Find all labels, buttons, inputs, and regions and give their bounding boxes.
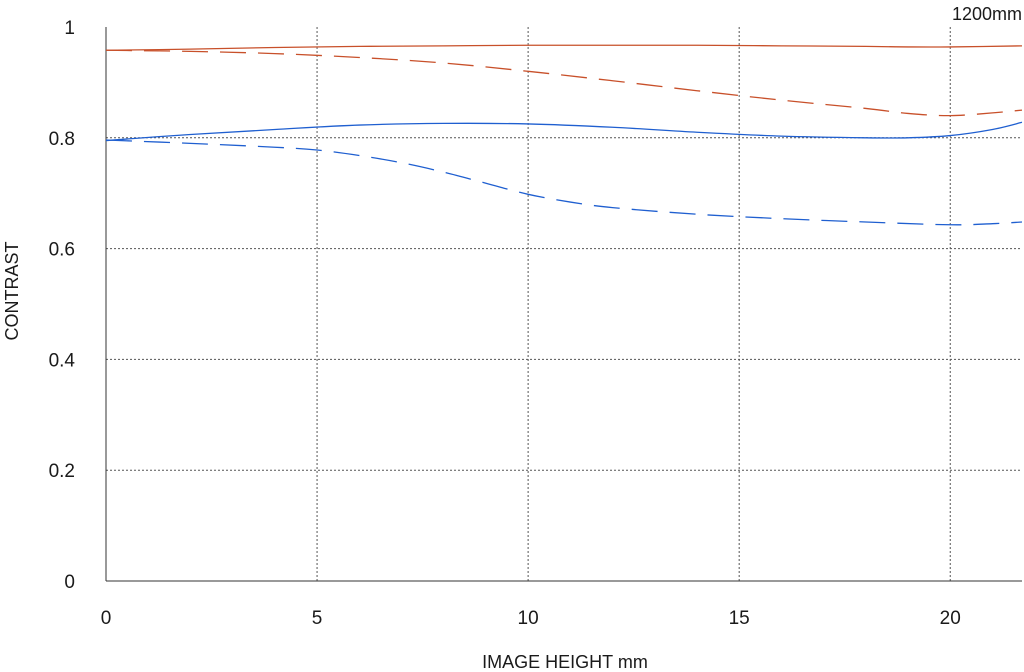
series-line-1-solid <box>105 44 1023 51</box>
y-tick-label: 0.2 <box>49 461 75 482</box>
y-tick-label: 0.8 <box>49 129 75 150</box>
x-tick-label: 10 <box>518 608 539 629</box>
y-tick-label: 1 <box>64 18 75 39</box>
x-tick-label: 15 <box>729 608 750 629</box>
x-tick-label: 20 <box>940 608 961 629</box>
y-tick-label: 0.4 <box>49 350 76 371</box>
tick-labels: 00.20.40.60.810 5 10 15 20 <box>49 18 961 629</box>
x-tick-label: 0 <box>101 608 112 629</box>
y-tick-label: 0.6 <box>49 240 75 261</box>
x-axis-title: IMAGE HEIGHT mm <box>482 652 648 672</box>
frequency-label: 1200mm <box>952 4 1022 24</box>
series-line-3-solid <box>105 121 1023 142</box>
y-tick-label: 0 <box>64 572 75 593</box>
y-axis-title: CONTRAST <box>2 241 22 340</box>
axis-lines <box>105 27 1022 582</box>
grid-lines <box>106 27 1022 581</box>
series-line-2-dashed <box>105 49 1023 117</box>
data-series <box>105 44 1023 226</box>
series-line-4-dashed <box>105 139 1023 226</box>
x-tick-label: 5 <box>312 608 323 629</box>
